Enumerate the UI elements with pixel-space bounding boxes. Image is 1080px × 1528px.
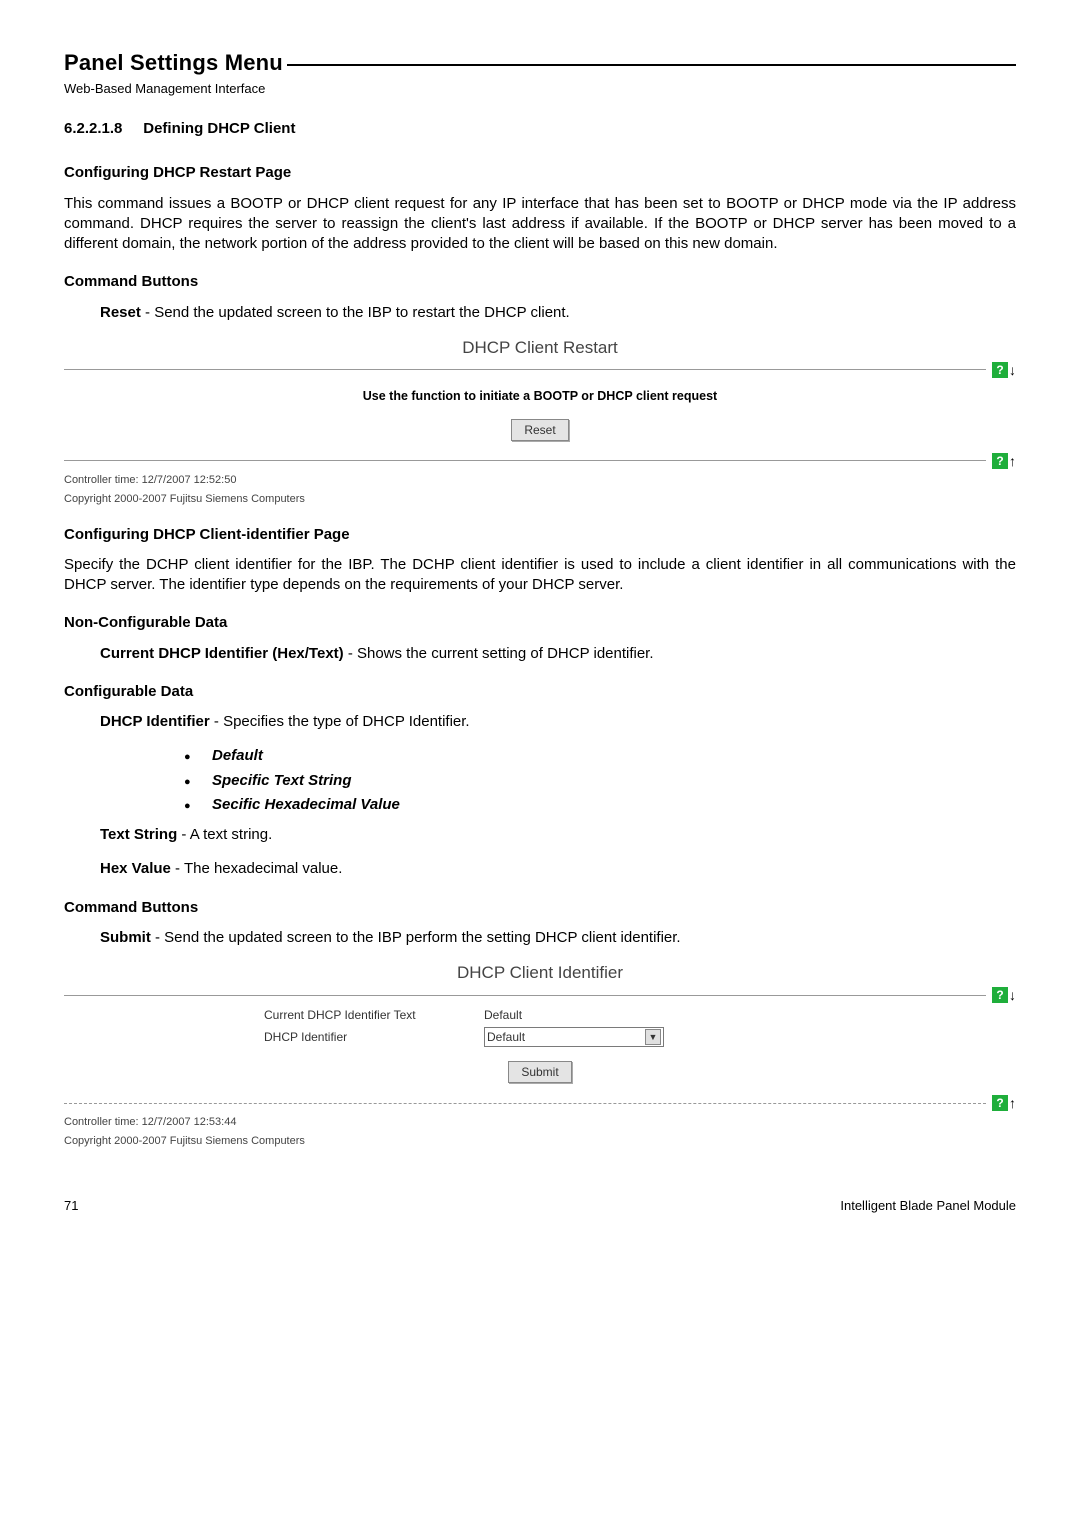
- restart-reset-line: Reset - Send the updated screen to the I…: [100, 303, 1016, 323]
- identifier-paragraph: Specify the DCHP client identifier for t…: [64, 555, 1016, 596]
- shot2-top-rule: ? ↓: [64, 987, 1016, 1003]
- shot1-time: Controller time: 12/7/2007 12:52:50: [64, 473, 1016, 488]
- shot1-title: DHCP Client Restart: [64, 337, 1016, 360]
- noncfg-heading: Non-Configurable Data: [64, 613, 1016, 633]
- help-down-badge[interactable]: ? ↓: [992, 362, 1016, 378]
- shot1-button-row: Reset: [64, 419, 1016, 441]
- dhcp-id-options: Default Specific Text String Secific Hex…: [184, 746, 1016, 815]
- page-number: 71: [64, 1197, 78, 1215]
- shot2-hr: [64, 995, 986, 996]
- shot1-message: Use the function to initiate a BOOTP or …: [64, 388, 1016, 405]
- shot2-bottom-rule: ? ↑: [64, 1095, 1016, 1111]
- form-label-current: Current DHCP Identifier Text: [264, 1007, 484, 1023]
- option-hex: Secific Hexadecimal Value: [184, 795, 1016, 815]
- shot1-hr: [64, 369, 986, 370]
- current-id-line: Current DHCP Identifier (Hex/Text) - Sho…: [100, 644, 1016, 664]
- current-id-desc: - Shows the current setting of DHCP iden…: [344, 645, 654, 662]
- select-value: Default: [487, 1029, 525, 1045]
- hex-desc: - The hexadecimal value.: [171, 860, 342, 877]
- up-arrow-icon: ↑: [1009, 1096, 1016, 1110]
- form-row-current: Current DHCP Identifier Text Default: [264, 1007, 1016, 1023]
- restart-paragraph: This command issues a BOOTP or DHCP clie…: [64, 194, 1016, 255]
- text-string-label: Text String: [100, 826, 177, 843]
- header-title: Panel Settings Menu: [64, 48, 283, 78]
- help-icon: ?: [992, 987, 1008, 1003]
- shot2-title: DHCP Client Identifier: [64, 962, 1016, 985]
- help-up-badge[interactable]: ? ↑: [992, 453, 1016, 469]
- form-value-current: Default: [484, 1007, 522, 1023]
- down-arrow-icon: ↓: [1009, 988, 1016, 1002]
- shot2-button-row: Submit: [64, 1061, 1016, 1083]
- identifier-cmd-heading: Command Buttons: [64, 898, 1016, 918]
- shot1-hr2: [64, 460, 986, 461]
- submit-label: Submit: [100, 929, 151, 946]
- shot2-time: Controller time: 12/7/2007 12:53:44: [64, 1115, 1016, 1130]
- dhcp-id-label: DHCP Identifier: [100, 713, 210, 730]
- identifier-heading: Configuring DHCP Client-identifier Page: [64, 525, 1016, 545]
- text-string-desc: - A text string.: [177, 826, 272, 843]
- section-title: Defining DHCP Client: [143, 120, 295, 137]
- current-id-label: Current DHCP Identifier (Hex/Text): [100, 645, 344, 662]
- option-default: Default: [184, 746, 1016, 766]
- dhcp-restart-screenshot: DHCP Client Restart ? ↓ Use the function…: [64, 337, 1016, 507]
- shot1-bottom-rule: ? ↑: [64, 453, 1016, 469]
- footer-right: Intelligent Blade Panel Module: [840, 1197, 1016, 1215]
- reset-desc: - Send the updated screen to the IBP to …: [141, 304, 570, 321]
- dhcp-id-desc: - Specifies the type of DHCP Identifier.: [210, 713, 470, 730]
- form-row-dhcpid: DHCP Identifier Default ▼: [264, 1027, 1016, 1047]
- restart-cmd-heading: Command Buttons: [64, 272, 1016, 292]
- form-label-dhcpid: DHCP Identifier: [264, 1029, 484, 1045]
- header-rule: [287, 64, 1016, 66]
- opt2-text: Specific Text String: [212, 772, 351, 789]
- chevron-down-icon: ▼: [645, 1029, 661, 1045]
- shot1-top-rule: ? ↓: [64, 362, 1016, 378]
- help-icon: ?: [992, 362, 1008, 378]
- submit-button[interactable]: Submit: [508, 1061, 571, 1083]
- down-arrow-icon: ↓: [1009, 363, 1016, 377]
- help-up-badge[interactable]: ? ↑: [992, 1095, 1016, 1111]
- restart-heading: Configuring DHCP Restart Page: [64, 163, 1016, 183]
- cfg-heading: Configurable Data: [64, 682, 1016, 702]
- shot1-copyright: Copyright 2000-2007 Fujitsu Siemens Comp…: [64, 492, 1016, 507]
- dhcp-identifier-screenshot: DHCP Client Identifier ? ↓ Current DHCP …: [64, 962, 1016, 1149]
- shot2-copyright: Copyright 2000-2007 Fujitsu Siemens Comp…: [64, 1134, 1016, 1149]
- page-footer: 71 Intelligent Blade Panel Module: [64, 1197, 1016, 1215]
- opt3-text: Secific Hexadecimal Value: [212, 796, 400, 813]
- section-heading: 6.2.2.1.8 Defining DHCP Client: [64, 119, 1016, 139]
- section-number: 6.2.2.1.8: [64, 120, 122, 137]
- reset-button[interactable]: Reset: [511, 419, 568, 441]
- up-arrow-icon: ↑: [1009, 454, 1016, 468]
- submit-desc: - Send the updated screen to the IBP per…: [151, 929, 681, 946]
- page-header: Panel Settings Menu: [64, 48, 1016, 78]
- help-down-badge[interactable]: ? ↓: [992, 987, 1016, 1003]
- reset-label: Reset: [100, 304, 141, 321]
- help-icon: ?: [992, 1095, 1008, 1111]
- dhcp-identifier-select[interactable]: Default ▼: [484, 1027, 664, 1047]
- shot2-hr2: [64, 1103, 986, 1104]
- hex-line: Hex Value - The hexadecimal value.: [100, 859, 1016, 879]
- option-text-string: Specific Text String: [184, 771, 1016, 791]
- help-icon: ?: [992, 453, 1008, 469]
- text-string-line: Text String - A text string.: [100, 825, 1016, 845]
- hex-label: Hex Value: [100, 860, 171, 877]
- opt1-text: Default: [212, 747, 263, 764]
- submit-line: Submit - Send the updated screen to the …: [100, 928, 1016, 948]
- header-subtitle: Web-Based Management Interface: [64, 80, 1016, 98]
- dhcp-id-line: DHCP Identifier - Specifies the type of …: [100, 712, 1016, 732]
